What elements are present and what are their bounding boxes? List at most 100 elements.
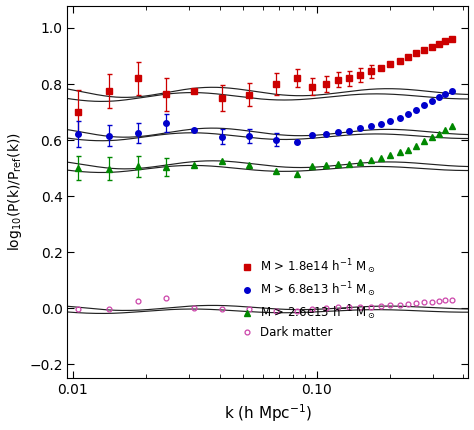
- M > 2.6e13 h$^{-1}$ M$_\odot$: [163, 165, 168, 170]
- M > 2.6e13 h$^{-1}$ M$_\odot$: [421, 138, 427, 144]
- Dark matter: [135, 298, 141, 304]
- M > 2.6e13 h$^{-1}$ M$_\odot$: [323, 163, 328, 168]
- Dark matter: [273, 308, 279, 313]
- M > 2.6e13 h$^{-1}$ M$_\odot$: [246, 162, 252, 167]
- M > 1.8e14 h$^{-1}$ M$_\odot$: [310, 84, 315, 89]
- M > 1.8e14 h$^{-1}$ M$_\odot$: [388, 62, 393, 67]
- Dark matter: [294, 308, 300, 313]
- Dark matter: [388, 303, 393, 308]
- M > 6.8e13 h$^{-1}$ M$_\odot$: [368, 123, 374, 129]
- M > 2.6e13 h$^{-1}$ M$_\odot$: [294, 172, 300, 177]
- M > 2.6e13 h$^{-1}$ M$_\odot$: [397, 150, 402, 155]
- Dark matter: [405, 301, 411, 306]
- M > 2.6e13 h$^{-1}$ M$_\odot$: [346, 161, 352, 166]
- M > 1.8e14 h$^{-1}$ M$_\odot$: [219, 95, 225, 101]
- M > 6.8e13 h$^{-1}$ M$_\odot$: [449, 88, 455, 93]
- M > 1.8e14 h$^{-1}$ M$_\odot$: [405, 54, 411, 59]
- Dark matter: [191, 305, 197, 310]
- M > 6.8e13 h$^{-1}$ M$_\odot$: [335, 129, 340, 134]
- M > 6.8e13 h$^{-1}$ M$_\odot$: [163, 120, 168, 125]
- M > 6.8e13 h$^{-1}$ M$_\odot$: [436, 94, 441, 99]
- M > 6.8e13 h$^{-1}$ M$_\odot$: [75, 131, 81, 136]
- X-axis label: k (h Mpc$^{-1}$): k (h Mpc$^{-1}$): [224, 403, 312, 424]
- M > 2.6e13 h$^{-1}$ M$_\odot$: [219, 158, 225, 163]
- M > 1.8e14 h$^{-1}$ M$_\odot$: [163, 92, 168, 97]
- Dark matter: [219, 307, 225, 312]
- M > 6.8e13 h$^{-1}$ M$_\odot$: [106, 133, 111, 138]
- Y-axis label: log$_{10}$(P(k)/P$_{\mathrm{ref}}$(k)): log$_{10}$(P(k)/P$_{\mathrm{ref}}$(k)): [6, 132, 24, 251]
- M > 6.8e13 h$^{-1}$ M$_\odot$: [414, 107, 419, 112]
- Dark matter: [310, 307, 315, 312]
- Dark matter: [378, 303, 384, 308]
- M > 6.8e13 h$^{-1}$ M$_\odot$: [357, 126, 363, 131]
- Legend: M > 1.8e14 h$^{-1}$ M$_\odot$, M > 6.8e13 h$^{-1}$ M$_\odot$, M > 2.6e13 h$^{-1}: M > 1.8e14 h$^{-1}$ M$_\odot$, M > 6.8e1…: [237, 254, 380, 343]
- M > 2.6e13 h$^{-1}$ M$_\odot$: [357, 160, 363, 165]
- M > 1.8e14 h$^{-1}$ M$_\odot$: [443, 39, 448, 44]
- M > 2.6e13 h$^{-1}$ M$_\odot$: [191, 162, 197, 167]
- Line: M > 2.6e13 h$^{-1}$ M$_\odot$: M > 2.6e13 h$^{-1}$ M$_\odot$: [75, 123, 455, 177]
- M > 2.6e13 h$^{-1}$ M$_\odot$: [414, 143, 419, 148]
- M > 2.6e13 h$^{-1}$ M$_\odot$: [135, 164, 141, 169]
- M > 6.8e13 h$^{-1}$ M$_\odot$: [294, 140, 300, 145]
- M > 1.8e14 h$^{-1}$ M$_\odot$: [429, 44, 435, 49]
- Dark matter: [357, 304, 363, 310]
- M > 2.6e13 h$^{-1}$ M$_\odot$: [75, 166, 81, 171]
- M > 1.8e14 h$^{-1}$ M$_\odot$: [191, 89, 197, 94]
- Line: M > 6.8e13 h$^{-1}$ M$_\odot$: M > 6.8e13 h$^{-1}$ M$_\odot$: [75, 88, 455, 145]
- M > 6.8e13 h$^{-1}$ M$_\odot$: [405, 112, 411, 117]
- M > 1.8e14 h$^{-1}$ M$_\odot$: [357, 73, 363, 78]
- Dark matter: [449, 297, 455, 302]
- M > 2.6e13 h$^{-1}$ M$_\odot$: [429, 135, 435, 140]
- M > 1.8e14 h$^{-1}$ M$_\odot$: [294, 76, 300, 81]
- M > 1.8e14 h$^{-1}$ M$_\odot$: [368, 69, 374, 74]
- M > 6.8e13 h$^{-1}$ M$_\odot$: [388, 118, 393, 123]
- Dark matter: [246, 307, 252, 312]
- M > 1.8e14 h$^{-1}$ M$_\odot$: [106, 89, 111, 94]
- M > 1.8e14 h$^{-1}$ M$_\odot$: [421, 47, 427, 52]
- Dark matter: [323, 305, 328, 310]
- M > 6.8e13 h$^{-1}$ M$_\odot$: [421, 103, 427, 108]
- Dark matter: [335, 305, 340, 310]
- M > 1.8e14 h$^{-1}$ M$_\odot$: [397, 58, 402, 64]
- M > 6.8e13 h$^{-1}$ M$_\odot$: [346, 128, 352, 133]
- Line: Dark matter: Dark matter: [76, 295, 454, 313]
- Dark matter: [429, 299, 435, 304]
- M > 6.8e13 h$^{-1}$ M$_\odot$: [429, 98, 435, 104]
- M > 1.8e14 h$^{-1}$ M$_\odot$: [246, 92, 252, 97]
- M > 6.8e13 h$^{-1}$ M$_\odot$: [378, 121, 384, 126]
- M > 1.8e14 h$^{-1}$ M$_\odot$: [273, 81, 279, 86]
- M > 2.6e13 h$^{-1}$ M$_\odot$: [310, 164, 315, 169]
- M > 2.6e13 h$^{-1}$ M$_\odot$: [443, 127, 448, 132]
- Dark matter: [397, 302, 402, 307]
- Dark matter: [75, 307, 81, 312]
- M > 2.6e13 h$^{-1}$ M$_\odot$: [106, 166, 111, 171]
- Dark matter: [443, 298, 448, 303]
- M > 1.8e14 h$^{-1}$ M$_\odot$: [346, 76, 352, 81]
- M > 2.6e13 h$^{-1}$ M$_\odot$: [436, 131, 441, 136]
- Dark matter: [163, 295, 168, 300]
- M > 1.8e14 h$^{-1}$ M$_\odot$: [75, 110, 81, 115]
- M > 1.8e14 h$^{-1}$ M$_\odot$: [378, 66, 384, 71]
- M > 1.8e14 h$^{-1}$ M$_\odot$: [414, 51, 419, 56]
- M > 1.8e14 h$^{-1}$ M$_\odot$: [436, 41, 441, 46]
- M > 6.8e13 h$^{-1}$ M$_\odot$: [246, 133, 252, 138]
- Dark matter: [421, 300, 427, 305]
- M > 6.8e13 h$^{-1}$ M$_\odot$: [135, 130, 141, 135]
- Dark matter: [368, 304, 374, 309]
- M > 1.8e14 h$^{-1}$ M$_\odot$: [323, 81, 328, 86]
- Dark matter: [414, 301, 419, 306]
- M > 2.6e13 h$^{-1}$ M$_\odot$: [273, 169, 279, 174]
- M > 6.8e13 h$^{-1}$ M$_\odot$: [219, 134, 225, 139]
- M > 1.8e14 h$^{-1}$ M$_\odot$: [449, 37, 455, 42]
- M > 2.6e13 h$^{-1}$ M$_\odot$: [405, 147, 411, 152]
- M > 2.6e13 h$^{-1}$ M$_\odot$: [388, 153, 393, 158]
- Line: M > 1.8e14 h$^{-1}$ M$_\odot$: M > 1.8e14 h$^{-1}$ M$_\odot$: [75, 37, 455, 115]
- M > 6.8e13 h$^{-1}$ M$_\odot$: [397, 116, 402, 121]
- M > 6.8e13 h$^{-1}$ M$_\odot$: [191, 127, 197, 132]
- M > 6.8e13 h$^{-1}$ M$_\odot$: [310, 133, 315, 138]
- M > 6.8e13 h$^{-1}$ M$_\odot$: [443, 91, 448, 96]
- M > 2.6e13 h$^{-1}$ M$_\odot$: [378, 156, 384, 161]
- M > 1.8e14 h$^{-1}$ M$_\odot$: [335, 77, 340, 82]
- M > 6.8e13 h$^{-1}$ M$_\odot$: [273, 137, 279, 142]
- M > 6.8e13 h$^{-1}$ M$_\odot$: [323, 131, 328, 136]
